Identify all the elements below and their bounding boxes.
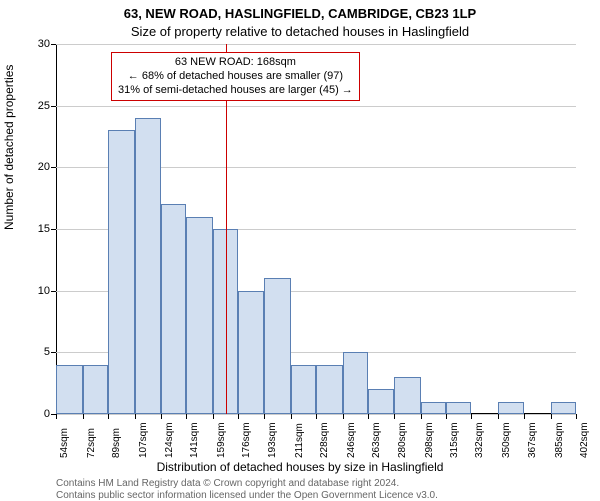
histogram-bar: [264, 278, 291, 414]
y-tick-label: 15: [26, 223, 50, 235]
chart-container: 63, NEW ROAD, HASLINGFIELD, CAMBRIDGE, C…: [0, 0, 600, 500]
y-tick-mark: [51, 167, 56, 168]
x-tick-mark: [264, 414, 265, 419]
y-tick-mark: [51, 44, 56, 45]
histogram-bar: [394, 377, 421, 414]
y-tick-mark: [51, 291, 56, 292]
x-tick-label: 54sqm: [59, 428, 70, 458]
x-tick-label: 385sqm: [554, 422, 565, 458]
x-tick-mark: [343, 414, 344, 419]
x-tick-label: 246sqm: [346, 422, 357, 458]
y-tick-mark: [51, 106, 56, 107]
gridline: [56, 106, 576, 107]
x-tick-label: 263sqm: [371, 422, 382, 458]
x-tick-mark: [238, 414, 239, 419]
x-tick-label: 315sqm: [449, 422, 460, 458]
x-tick-mark: [83, 414, 84, 419]
histogram-bar: [316, 365, 343, 414]
y-tick-label: 20: [26, 161, 50, 173]
x-axis-label: Distribution of detached houses by size …: [0, 460, 600, 474]
x-tick-label: 280sqm: [397, 422, 408, 458]
x-tick-label: 72sqm: [86, 428, 97, 458]
histogram-bar: [108, 130, 135, 414]
x-tick-label: 350sqm: [501, 422, 512, 458]
histogram-bar: [238, 291, 263, 414]
x-tick-mark: [316, 414, 317, 419]
histogram-bar: [83, 365, 108, 414]
histogram-bar: [446, 402, 471, 414]
x-tick-mark: [524, 414, 525, 419]
x-tick-mark: [291, 414, 292, 419]
x-tick-label: 159sqm: [216, 422, 227, 458]
x-tick-label: 298sqm: [424, 422, 435, 458]
plot-area: 05101520253054sqm72sqm89sqm107sqm124sqm1…: [56, 44, 576, 414]
histogram-bar: [186, 217, 213, 414]
x-tick-mark: [213, 414, 214, 419]
x-tick-label: 89sqm: [111, 428, 122, 458]
x-tick-mark: [135, 414, 136, 419]
y-tick-label: 25: [26, 100, 50, 112]
histogram-bar: [56, 365, 83, 414]
gridline: [56, 44, 576, 45]
histogram-bar: [343, 352, 368, 414]
y-tick-label: 5: [26, 346, 50, 358]
histogram-bar: [421, 402, 446, 414]
x-tick-label: 193sqm: [267, 422, 278, 458]
x-tick-mark: [186, 414, 187, 419]
x-tick-label: 228sqm: [319, 422, 330, 458]
x-tick-label: 402sqm: [579, 422, 590, 458]
x-tick-mark: [446, 414, 447, 419]
callout-line3: 31% of semi-detached houses are larger (…: [118, 84, 353, 98]
footer-line1: Contains HM Land Registry data © Crown c…: [56, 478, 399, 489]
histogram-bar: [551, 402, 576, 414]
x-tick-mark: [421, 414, 422, 419]
x-tick-label: 124sqm: [164, 422, 175, 458]
footer-line2: Contains public sector information licen…: [56, 490, 438, 501]
chart-title-address: 63, NEW ROAD, HASLINGFIELD, CAMBRIDGE, C…: [0, 6, 600, 21]
x-tick-mark: [551, 414, 552, 419]
x-tick-label: 332sqm: [474, 422, 485, 458]
histogram-bar: [135, 118, 160, 414]
x-tick-label: 141sqm: [189, 422, 200, 458]
x-tick-label: 176sqm: [241, 422, 252, 458]
x-tick-mark: [498, 414, 499, 419]
x-tick-label: 107sqm: [138, 422, 149, 458]
histogram-bar: [161, 204, 186, 414]
histogram-bar: [498, 402, 523, 414]
y-axis-label: Number of detached properties: [2, 65, 16, 230]
x-tick-mark: [394, 414, 395, 419]
x-tick-label: 211sqm: [294, 423, 305, 458]
y-tick-label: 0: [26, 408, 50, 420]
reference-callout: 63 NEW ROAD: 168sqm ← 68% of detached ho…: [111, 52, 360, 101]
x-tick-mark: [576, 414, 577, 419]
histogram-bar: [291, 365, 316, 414]
chart-subtitle: Size of property relative to detached ho…: [0, 24, 600, 39]
x-tick-mark: [108, 414, 109, 419]
y-tick-label: 30: [26, 38, 50, 50]
x-tick-mark: [56, 414, 57, 419]
y-tick-mark: [51, 229, 56, 230]
y-tick-label: 10: [26, 285, 50, 297]
x-tick-label: 367sqm: [527, 422, 538, 458]
callout-line1: 63 NEW ROAD: 168sqm: [118, 56, 353, 70]
x-tick-mark: [368, 414, 369, 419]
x-tick-mark: [161, 414, 162, 419]
y-tick-mark: [51, 352, 56, 353]
x-tick-mark: [471, 414, 472, 419]
callout-line2: ← 68% of detached houses are smaller (97…: [118, 70, 353, 84]
histogram-bar: [368, 389, 393, 414]
